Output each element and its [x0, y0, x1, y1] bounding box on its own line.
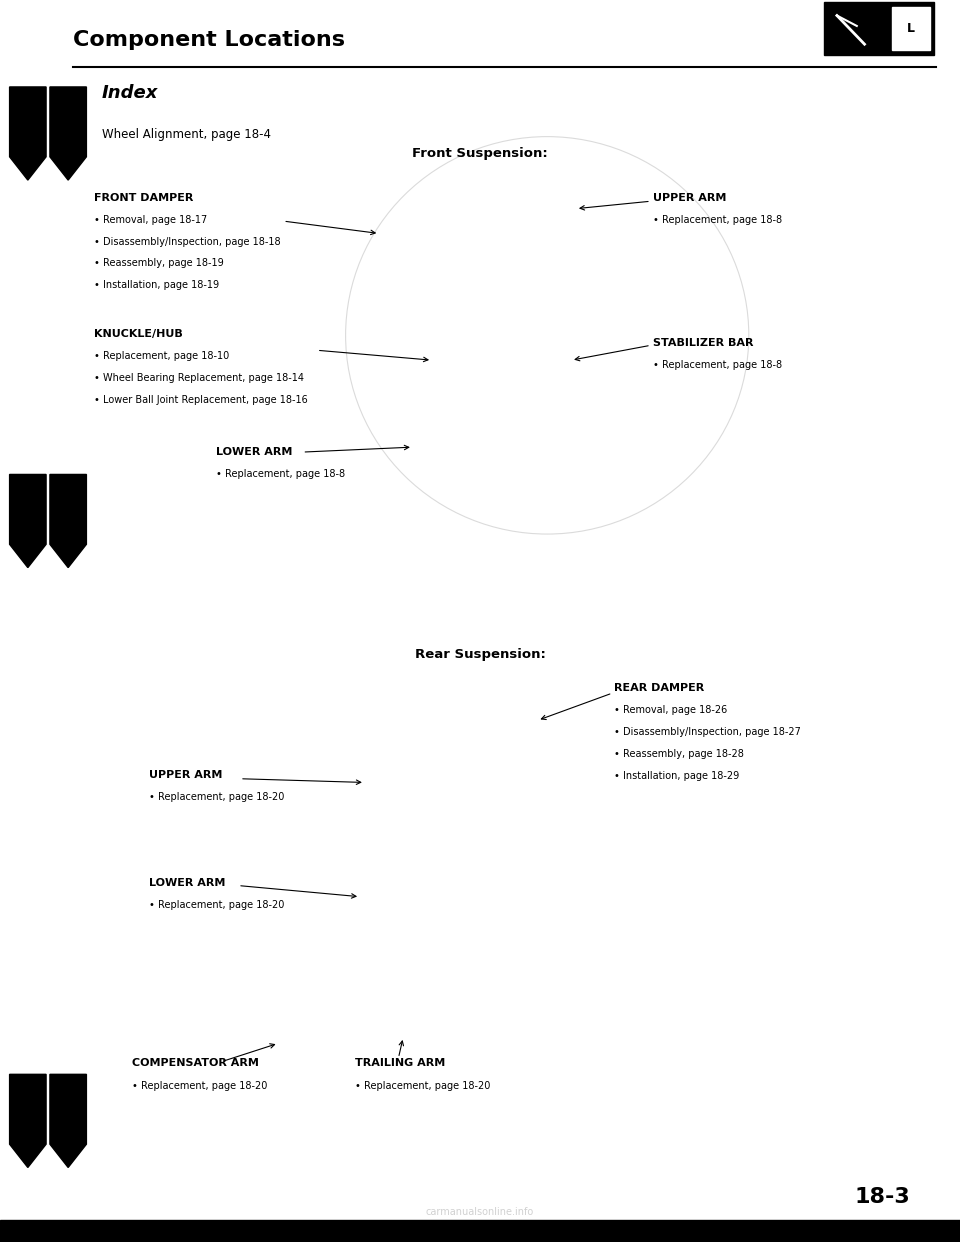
Text: • Replacement, page 18-8: • Replacement, page 18-8 — [216, 469, 346, 479]
Text: COMPENSATOR ARM: COMPENSATOR ARM — [132, 1058, 259, 1068]
Text: • Disassembly/Inspection, page 18-18: • Disassembly/Inspection, page 18-18 — [94, 236, 280, 247]
Text: STABILIZER BAR: STABILIZER BAR — [653, 338, 754, 348]
Text: • Replacement, page 18-20: • Replacement, page 18-20 — [132, 1081, 268, 1090]
Text: • Removal, page 18-17: • Removal, page 18-17 — [94, 215, 207, 225]
Polygon shape — [10, 1074, 46, 1167]
Text: • Disassembly/Inspection, page 18-27: • Disassembly/Inspection, page 18-27 — [614, 728, 802, 738]
Text: • Replacement, page 18-20: • Replacement, page 18-20 — [149, 792, 284, 802]
Text: • Replacement, page 18-20: • Replacement, page 18-20 — [355, 1081, 491, 1090]
Text: LOWER ARM: LOWER ARM — [216, 447, 293, 457]
Text: • Wheel Bearing Replacement, page 18-14: • Wheel Bearing Replacement, page 18-14 — [94, 373, 304, 384]
Text: • Reassembly, page 18-19: • Reassembly, page 18-19 — [94, 258, 224, 268]
Text: UPPER ARM: UPPER ARM — [149, 770, 222, 780]
Text: FRONT DAMPER: FRONT DAMPER — [94, 193, 194, 202]
Text: • Installation, page 18-29: • Installation, page 18-29 — [614, 770, 739, 781]
Text: • Reassembly, page 18-28: • Reassembly, page 18-28 — [614, 749, 744, 759]
Text: UPPER ARM: UPPER ARM — [653, 193, 726, 202]
FancyBboxPatch shape — [0, 1220, 960, 1242]
Text: LOWER ARM: LOWER ARM — [149, 878, 226, 888]
Text: • Replacement, page 18-20: • Replacement, page 18-20 — [149, 900, 284, 910]
Text: • Replacement, page 18-10: • Replacement, page 18-10 — [94, 351, 229, 361]
Text: • Lower Ball Joint Replacement, page 18-16: • Lower Ball Joint Replacement, page 18-… — [94, 395, 308, 405]
Text: Component Locations: Component Locations — [73, 30, 345, 50]
Polygon shape — [10, 474, 46, 568]
FancyBboxPatch shape — [892, 6, 929, 51]
Text: • Removal, page 18-26: • Removal, page 18-26 — [614, 705, 728, 715]
Polygon shape — [50, 87, 86, 180]
Polygon shape — [50, 1074, 86, 1167]
Text: REAR DAMPER: REAR DAMPER — [614, 683, 705, 693]
Text: Rear Suspension:: Rear Suspension: — [415, 648, 545, 661]
Polygon shape — [50, 474, 86, 568]
FancyBboxPatch shape — [824, 2, 934, 55]
Text: Index: Index — [102, 84, 158, 102]
Text: KNUCKLE/HUB: KNUCKLE/HUB — [94, 329, 182, 339]
Polygon shape — [10, 87, 46, 180]
Text: • Replacement, page 18-8: • Replacement, page 18-8 — [653, 215, 782, 225]
Text: TRAILING ARM: TRAILING ARM — [355, 1058, 445, 1068]
Text: Wheel Alignment, page 18-4: Wheel Alignment, page 18-4 — [102, 128, 271, 140]
Text: • Installation, page 18-19: • Installation, page 18-19 — [94, 281, 219, 291]
Text: Front Suspension:: Front Suspension: — [412, 147, 548, 159]
Text: carmanualsonline.info: carmanualsonline.info — [426, 1207, 534, 1217]
Text: 18-3: 18-3 — [854, 1187, 910, 1207]
Text: L: L — [907, 22, 915, 35]
Text: • Replacement, page 18-8: • Replacement, page 18-8 — [653, 360, 782, 370]
